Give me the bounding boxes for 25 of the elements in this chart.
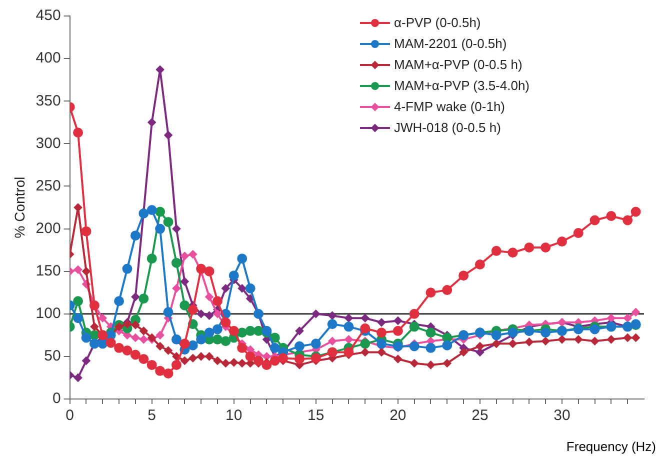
x-tick-label: 0 xyxy=(66,407,74,424)
x-tick-label: 30 xyxy=(554,407,570,424)
x-tick-label: 10 xyxy=(226,407,242,424)
y-tick-label: 350 xyxy=(36,92,61,110)
legend-label: MAM+α-PVP (3.5-4.0h) xyxy=(394,78,530,93)
x-tick-label: 25 xyxy=(472,407,488,424)
legend-label: MAM-2201 (0-0.5h) xyxy=(394,36,507,51)
legend-label: 4-FMP wake (0-1h) xyxy=(394,99,506,114)
legend-label: α-PVP (0-0.5h) xyxy=(394,15,481,30)
y-tick-label: 250 xyxy=(36,177,61,194)
x-tick-label: 5 xyxy=(148,407,156,424)
y-tick-label: 450 xyxy=(36,7,61,24)
y-tick-label: 50 xyxy=(44,348,61,365)
y-tick-label: 200 xyxy=(36,220,61,237)
y-tick-label: 400 xyxy=(36,50,61,67)
legend-label: MAM+α-PVP (0-0.5 h) xyxy=(394,57,522,72)
y-axis-title: % Control xyxy=(11,176,28,238)
legend-label: JWH-018 (0-0.5 h) xyxy=(394,120,501,135)
y-tick-label: 0 xyxy=(52,390,61,408)
y-tick-label: 300 xyxy=(36,134,61,152)
x-axis-title: Frequency (Hz) xyxy=(566,439,656,454)
y-tick-label: 100 xyxy=(36,305,61,322)
x-tick-label: 15 xyxy=(308,407,324,424)
x-tick-label: 20 xyxy=(390,407,406,424)
y-tick-label: 150 xyxy=(36,262,61,280)
